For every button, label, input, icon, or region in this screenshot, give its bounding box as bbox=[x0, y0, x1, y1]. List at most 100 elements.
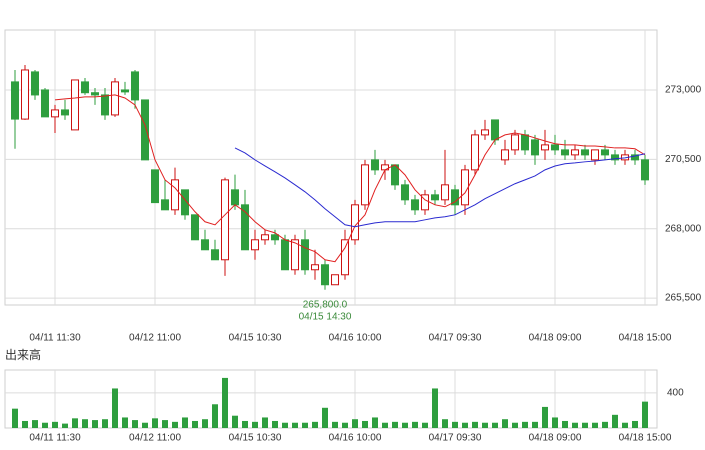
candle-body bbox=[71, 79, 79, 131]
volume-bar bbox=[132, 420, 138, 428]
candle-body bbox=[211, 249, 219, 261]
volume-bar bbox=[12, 408, 18, 428]
volume-bar bbox=[182, 417, 188, 428]
volume-bar bbox=[532, 421, 538, 428]
volume-x-tick-label: 04/12 11:00 bbox=[129, 433, 182, 444]
volume-bar bbox=[382, 422, 388, 428]
volume-bar bbox=[412, 421, 418, 428]
volume-bar bbox=[452, 421, 458, 428]
candle-body bbox=[261, 234, 269, 241]
candle-body bbox=[131, 71, 139, 101]
volume-bar bbox=[232, 415, 238, 428]
volume-bar bbox=[52, 421, 58, 428]
volume-bar bbox=[342, 422, 348, 428]
candle-body bbox=[81, 81, 89, 94]
volume-bar bbox=[642, 401, 648, 428]
volume-bar bbox=[632, 420, 638, 428]
candle-body bbox=[531, 139, 539, 156]
volume-bar bbox=[612, 414, 618, 428]
volume-bar bbox=[222, 377, 228, 428]
volume-bar bbox=[522, 421, 528, 428]
candle-body bbox=[481, 129, 489, 136]
candle-body bbox=[171, 179, 179, 211]
candle-body bbox=[401, 184, 409, 201]
candle-body bbox=[191, 214, 199, 241]
volume-bar bbox=[332, 421, 338, 428]
x-tick-label: 04/17 09:30 bbox=[429, 333, 482, 344]
x-tick-label: 04/18 15:00 bbox=[619, 333, 672, 344]
volume-bar bbox=[282, 422, 288, 428]
volume-x-tick-label: 04/17 09:30 bbox=[429, 433, 482, 444]
volume-bar bbox=[492, 422, 498, 428]
volume-tick-label: 400 bbox=[667, 387, 684, 398]
candle-body bbox=[371, 159, 379, 171]
candle-body bbox=[511, 134, 519, 151]
candle-body bbox=[571, 149, 579, 156]
candle-body bbox=[641, 159, 649, 181]
volume-bar bbox=[162, 420, 168, 428]
volume-bar bbox=[102, 419, 108, 428]
volume-bar bbox=[252, 421, 258, 428]
volume-bar bbox=[352, 419, 358, 428]
volume-bar bbox=[292, 422, 298, 428]
annotation-time: 04/15 14:30 bbox=[299, 311, 352, 322]
candle-body bbox=[441, 184, 449, 201]
volume-x-tick-label: 04/18 09:00 bbox=[529, 433, 582, 444]
volume-bar bbox=[602, 421, 608, 428]
x-tick-label: 04/11 11:30 bbox=[29, 333, 81, 344]
volume-x-tick-label: 04/16 10:00 bbox=[329, 433, 382, 444]
y-tick-label: 273,000 bbox=[665, 85, 702, 96]
volume-bar bbox=[112, 388, 118, 428]
volume-bar bbox=[122, 417, 128, 428]
volume-x-tick-label: 04/18 15:00 bbox=[619, 433, 672, 444]
candle-body bbox=[161, 199, 169, 211]
volume-bar bbox=[422, 422, 428, 428]
candle-body bbox=[551, 144, 559, 151]
volume-bar bbox=[592, 422, 598, 428]
volume-bar bbox=[562, 420, 568, 428]
volume-bar bbox=[72, 418, 78, 428]
volume-bar bbox=[432, 388, 438, 428]
candle-body bbox=[361, 164, 369, 206]
x-tick-label: 04/16 10:00 bbox=[329, 333, 382, 344]
candle-body bbox=[631, 154, 639, 161]
volume-title: 出来高 bbox=[5, 347, 41, 362]
candle-body bbox=[41, 89, 49, 118]
volume-bar bbox=[92, 420, 98, 428]
candle-body bbox=[271, 234, 279, 241]
candle-body bbox=[201, 239, 209, 251]
y-tick-label: 268,000 bbox=[665, 223, 702, 234]
y-tick-label: 270,500 bbox=[665, 154, 702, 165]
candle-body bbox=[21, 69, 29, 120]
candle-body bbox=[91, 92, 99, 96]
x-tick-label: 04/15 10:30 bbox=[229, 333, 282, 344]
volume-bar bbox=[152, 418, 158, 428]
volume-bar bbox=[582, 422, 588, 428]
volume-bar bbox=[542, 406, 548, 428]
volume-bar bbox=[442, 419, 448, 428]
candle-body bbox=[601, 149, 609, 156]
volume-bar bbox=[42, 422, 48, 428]
moving-average-line bbox=[54, 94, 646, 263]
volume-bar bbox=[482, 422, 488, 428]
candle-body bbox=[581, 149, 589, 156]
candle-body bbox=[101, 94, 109, 116]
candle-body bbox=[321, 264, 329, 286]
candle-body bbox=[181, 189, 189, 216]
volume-bar bbox=[552, 417, 558, 428]
volume-bar bbox=[472, 421, 478, 428]
volume-bar bbox=[172, 421, 178, 428]
volume-bar bbox=[142, 422, 148, 428]
volume-bar bbox=[322, 407, 328, 428]
candle-body bbox=[291, 239, 299, 271]
candle-body bbox=[611, 154, 619, 161]
candle-body bbox=[151, 169, 159, 204]
candle-body bbox=[11, 81, 19, 120]
volume-bar bbox=[302, 422, 308, 428]
volume-bar bbox=[362, 420, 368, 428]
candle-body bbox=[501, 149, 509, 161]
candle-body bbox=[431, 194, 439, 201]
volume-bar bbox=[312, 421, 318, 428]
moving-average-line bbox=[234, 147, 646, 228]
